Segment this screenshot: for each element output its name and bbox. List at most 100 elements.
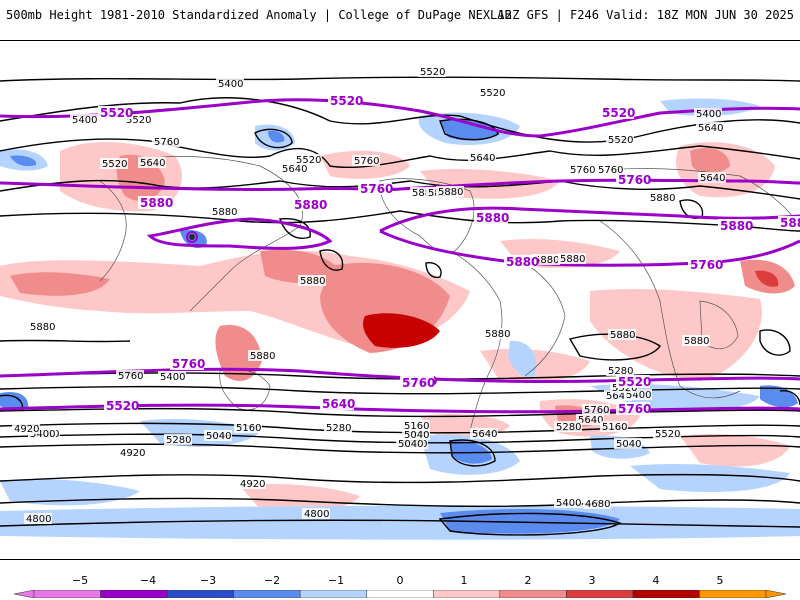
- reference-contour-label: 5760: [172, 357, 205, 371]
- contour-label: 5400: [556, 498, 581, 509]
- map-title: 500mb Height 1981-2010 Standardized Anom…: [6, 8, 512, 22]
- reference-label-bg: [688, 258, 722, 271]
- contour-label-bg: [152, 136, 180, 147]
- contour-label-bg: [402, 420, 430, 431]
- reference-label-bg: [504, 255, 538, 268]
- contour-label-bg: [124, 114, 152, 125]
- colorbar-segment: [166, 590, 234, 598]
- contour-label: 5880: [212, 207, 237, 218]
- anomaly-shading: [0, 98, 800, 540]
- reference-contour-label: 5760: [690, 258, 723, 272]
- contour-label-bg: [100, 158, 128, 169]
- contour-label-bg: [352, 155, 380, 166]
- contour-label-bg: [204, 430, 232, 441]
- contour-label: 5880: [560, 254, 585, 265]
- contour-label: 5520: [126, 115, 151, 126]
- contour-label: 5280: [556, 422, 581, 433]
- contour-label: 5880: [610, 330, 635, 341]
- contour-label-bg: [28, 428, 56, 439]
- contour-label-bg: [28, 321, 56, 332]
- contour-label-bg: [396, 438, 424, 449]
- contour-label: 5640: [140, 158, 165, 169]
- colorbar-tick-label: −2: [263, 574, 281, 587]
- contour-label: 5760: [118, 371, 143, 382]
- contour-label: 5520: [296, 155, 321, 166]
- reference-label-bg: [292, 198, 326, 211]
- contour-label: 5400: [30, 429, 55, 440]
- contour-label-bg: [12, 423, 40, 434]
- contour-label: 5520: [420, 67, 445, 78]
- colorbar-segment: [33, 590, 101, 598]
- contour-label-bg: [648, 192, 676, 203]
- contour-label: 5760: [354, 156, 379, 167]
- colorbar-tick-label: −3: [199, 574, 217, 587]
- contour-label: 5760: [598, 165, 623, 176]
- model-valid-time: 12Z GFS | F246 Valid: 18Z MON JUN 30 202…: [497, 8, 794, 22]
- contour-label-bg: [118, 447, 146, 458]
- contour-label: 4800: [26, 514, 51, 525]
- contour-label: 5400: [160, 372, 185, 383]
- contour-label: 5880: [412, 188, 437, 199]
- contour-label-bg: [694, 108, 722, 119]
- colorbar-segment: [299, 590, 367, 598]
- contour-label: 4920: [120, 448, 145, 459]
- contour-label-bg: [238, 478, 266, 489]
- contour-label-bg: [70, 114, 98, 125]
- coastlines: [99, 156, 800, 432]
- reference-label-bg: [358, 182, 392, 195]
- colorbar-tick-label: 0: [396, 574, 404, 587]
- contour-label: 5640: [578, 415, 603, 426]
- map-frame: 5400 5520 5520 5400 5520 5760 5520 5640 5760 5880…: [0, 40, 800, 560]
- contour-label: 5280: [326, 423, 351, 434]
- contour-label: 4920: [14, 424, 39, 435]
- reference-label-bg: [616, 402, 650, 415]
- contour-label: 5880: [485, 329, 510, 340]
- reference-contour-label: 5520: [602, 106, 635, 120]
- reference-contours: [0, 98, 800, 414]
- contour-label-bg: [248, 350, 276, 361]
- colorbar-tick-label: −5: [71, 574, 89, 587]
- contour-label: 5520: [480, 88, 505, 99]
- contour-label-bg: [532, 254, 560, 265]
- contour-label-bg: [653, 428, 681, 439]
- contour-label: 5640: [606, 391, 631, 402]
- contour-label: 5160: [404, 421, 429, 432]
- reference-contour-label: 5880: [780, 216, 800, 230]
- colorbar-segment: [566, 590, 634, 598]
- contour-label: 5520: [102, 159, 127, 170]
- contour-label: 5880: [534, 255, 559, 266]
- contour-label: 5400: [696, 109, 721, 120]
- reference-label-bg: [328, 94, 362, 107]
- contour-label: 4920: [240, 479, 265, 490]
- contour-labels: 5400 5520 5520 5400 5520 5760 5520 5640 5760 5880…: [12, 66, 726, 525]
- reference-contour-label: 5880: [294, 198, 327, 212]
- colorbar-tick-label: 2: [524, 574, 532, 587]
- contour-label: 5640: [698, 123, 723, 134]
- contour-label: 5400: [626, 390, 651, 401]
- contour-label-bg: [410, 187, 438, 198]
- contour-label-bg: [583, 498, 611, 509]
- colorbar-segment: [100, 590, 168, 598]
- reference-label-bg: [320, 397, 354, 410]
- contour-label: 5280: [608, 366, 633, 377]
- contour-label: 5400: [72, 115, 97, 126]
- colorbar-segment: [366, 590, 434, 598]
- contour-label: 5160: [602, 422, 627, 433]
- contour-label: 5880: [30, 322, 55, 333]
- colorbar-tick-label: −1: [327, 574, 345, 587]
- contour-label: 5760: [570, 165, 595, 176]
- contour-label-bg: [470, 428, 498, 439]
- contour-label-bg: [116, 370, 144, 381]
- contour-label: 5640: [472, 429, 497, 440]
- colorbar-segment: [233, 590, 301, 598]
- contour-label-bg: [604, 390, 632, 401]
- colorbar: [14, 590, 786, 598]
- contour-label-bg: [698, 172, 726, 183]
- contour-label-bg: [596, 164, 624, 175]
- contour-label-bg: [436, 186, 464, 197]
- reference-label-bg: [778, 216, 800, 229]
- reference-label-bg: [616, 375, 650, 388]
- contour-label-bg: [158, 371, 186, 382]
- reference-contour-label: 5760: [360, 182, 393, 196]
